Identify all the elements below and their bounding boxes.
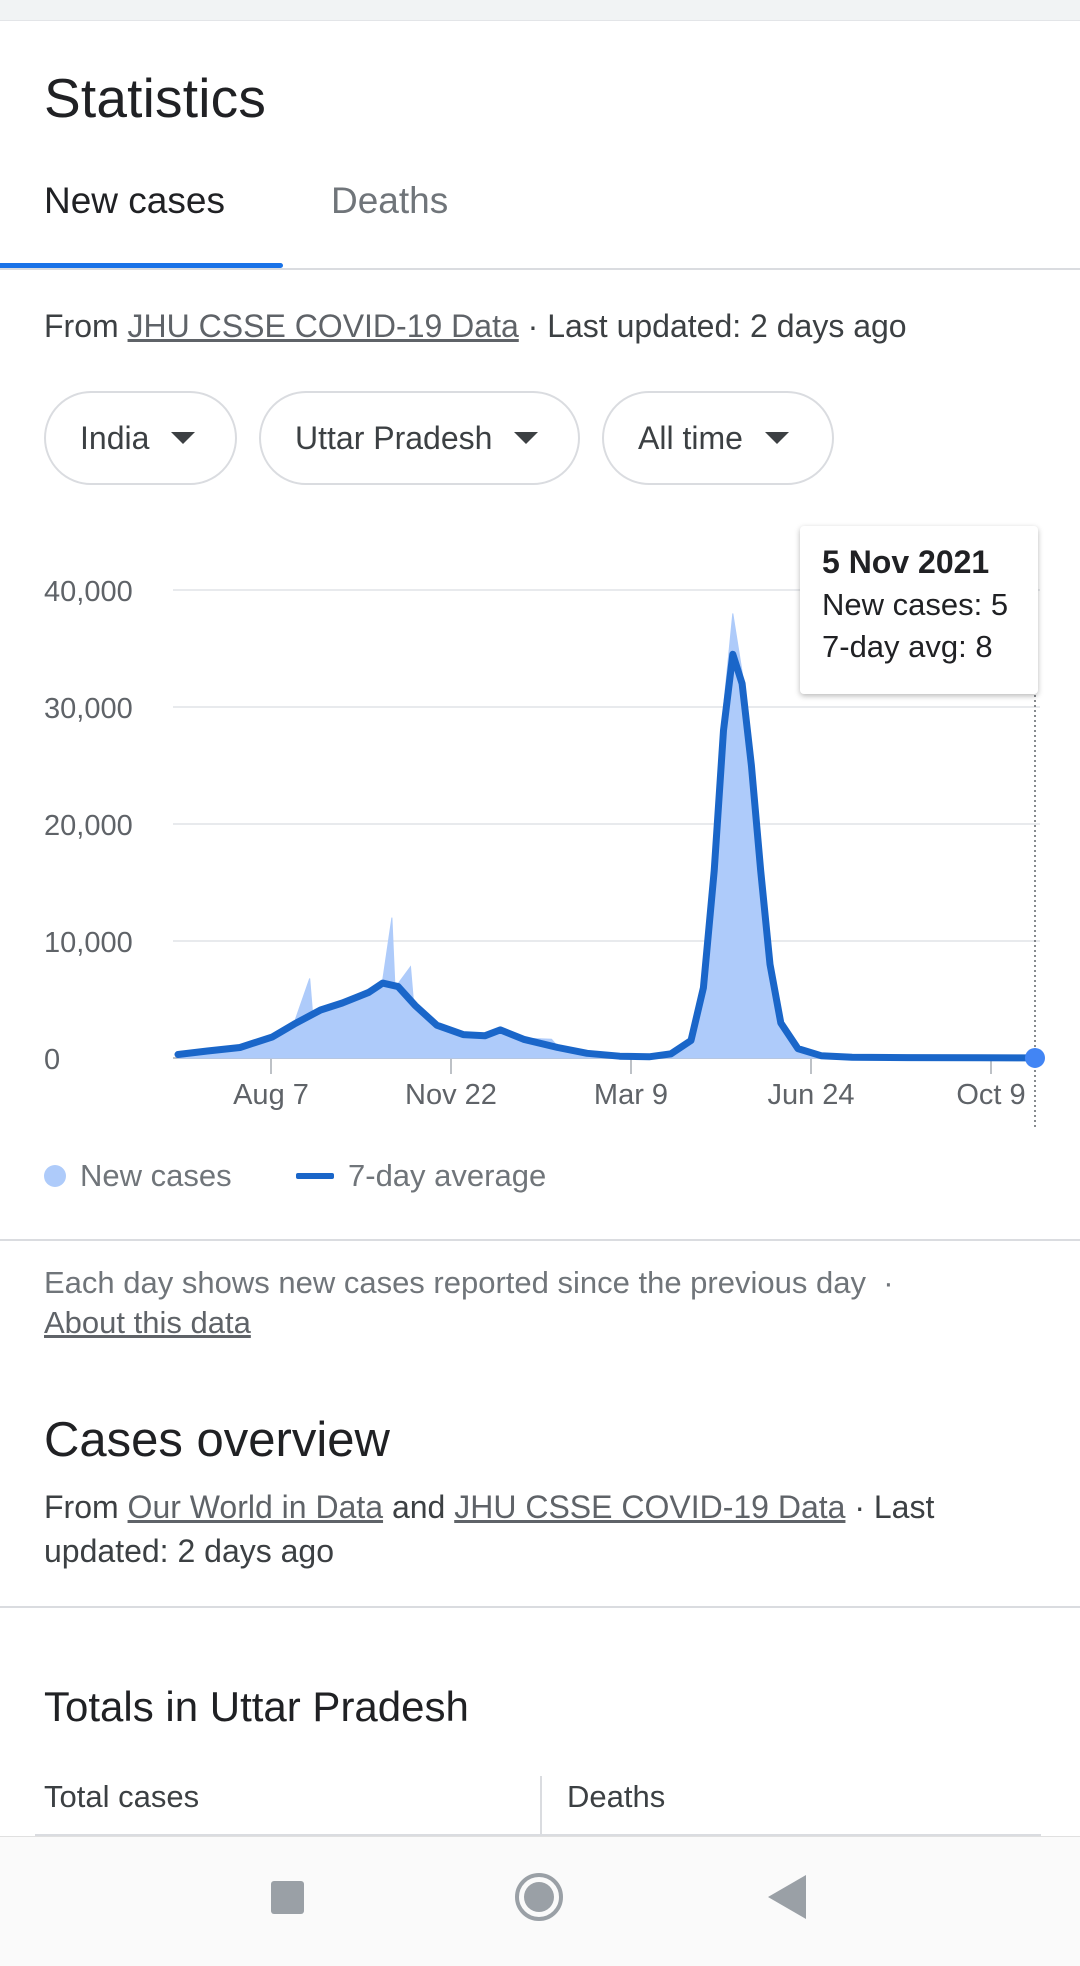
x-tick-label: Jun 24 [767,1079,854,1111]
tooltip-avg: 7-day avg: 8 [822,629,993,664]
jhu-source-link[interactable]: JHU CSSE COVID-19 Data [127,308,519,344]
source-line: From JHU CSSE COVID-19 Data · Last updat… [44,308,907,345]
x-tick-label: Oct 9 [956,1079,1025,1111]
page-title: Statistics [44,67,267,129]
tab-divider [0,268,1080,270]
totals-title: Totals in Uttar Pradesh [44,1683,469,1730]
overview-updated: · Last updated: 2 days ago [44,1489,935,1569]
chart-tooltip: 5 Nov 2021 New cases: 5 7-day avg: 8 [800,526,1038,694]
legend-avg-label: 7-day average [348,1158,547,1193]
y-tick-label: 30,000 [44,693,133,725]
overview-and: and [383,1489,455,1525]
time-range-value: All time [638,419,743,456]
last-updated: · Last updated: 2 days ago [518,308,907,344]
seven-day-average-line [174,650,1039,1062]
y-tick-label: 40,000 [44,576,133,608]
jhu-overview-link[interactable]: JHU CSSE COVID-19 Data [454,1489,846,1525]
table-divider [35,1834,1041,1836]
tab-new-cases[interactable]: New cases [44,180,225,221]
tab-deaths[interactable]: Deaths [331,180,449,221]
legend-new-cases: New cases [44,1158,232,1194]
status-strip [0,0,1080,21]
x-tick-label: Nov 22 [405,1079,497,1111]
footnote-separator: · [883,1265,894,1300]
section-divider [0,1606,1080,1608]
time-range-dropdown[interactable]: All time [602,391,834,485]
tooltip-date: 5 Nov 2021 [822,544,990,580]
highlight-point [1025,1047,1045,1068]
section-divider [0,1239,1080,1241]
region-value: Uttar Pradesh [295,419,493,456]
footnote-text: Each day shows new cases reported since … [44,1265,866,1300]
overview-prefix: From [44,1489,128,1525]
legend-new-cases-label: New cases [80,1158,232,1193]
cases-overview-title: Cases overview [44,1413,390,1467]
chart-footnote: Each day shows new cases reported since … [44,1263,1044,1343]
tooltip-new-cases: New cases: 5 [822,587,1009,622]
y-tick-label: 0 [44,1044,60,1076]
android-nav-bar [0,1836,1080,1966]
source-prefix: From [44,308,128,344]
home-circle-icon[interactable] [514,1872,564,1922]
recents-square-icon[interactable] [271,1881,304,1914]
dropdown-arrow-icon [514,432,539,444]
legend-line-icon [296,1173,334,1179]
y-tick-label: 10,000 [44,927,133,959]
legend-7day-average: 7-day average [296,1158,546,1194]
deaths-label: Deaths [567,1779,666,1814]
cases-chart[interactable]: 0 10,000 20,000 30,000 40,000 Aug 7 Nov 22 Mar … [0,520,1080,1140]
back-triangle-icon[interactable] [766,1873,808,1921]
dropdown-arrow-icon [764,432,789,444]
column-divider [540,1776,542,1834]
y-tick-label: 20,000 [44,810,133,842]
active-tab-indicator [0,263,283,268]
dropdown-arrow-icon [171,432,196,444]
overview-source: From Our World in Data and JHU CSSE COVI… [44,1485,1034,1573]
x-tick-label: Mar 9 [594,1079,668,1111]
x-tick-label: Aug 7 [233,1079,309,1111]
region-dropdown[interactable]: Uttar Pradesh [259,391,580,485]
legend-dot-icon [44,1165,66,1187]
owid-link[interactable]: Our World in Data [127,1489,384,1525]
country-value: India [80,419,150,456]
about-this-data-link[interactable]: About this data [44,1305,251,1340]
country-dropdown[interactable]: India [44,391,237,485]
total-cases-label: Total cases [44,1779,200,1814]
